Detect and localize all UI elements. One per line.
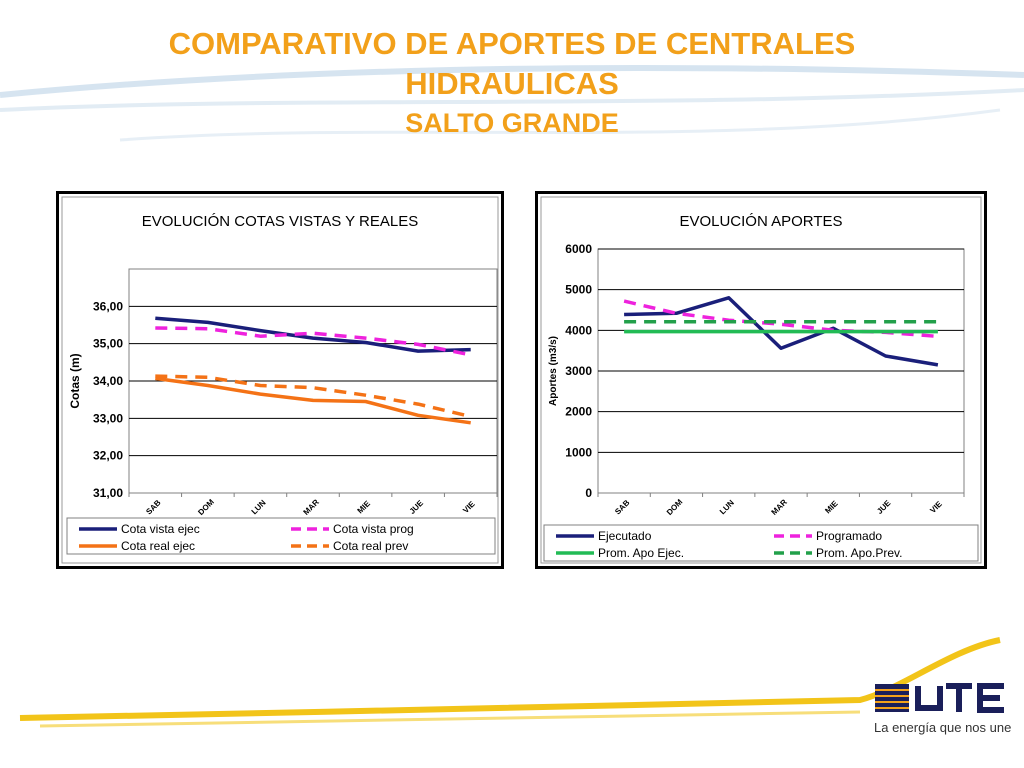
- swoosh-bottom-yellow-2: [39, 710, 861, 728]
- y-tick-label: 4000: [565, 323, 592, 337]
- slide-title-line2: HIDRAULICAS: [405, 66, 619, 101]
- ute-logo: [875, 683, 1004, 713]
- y-tick-label: 31,00: [93, 486, 123, 500]
- slide-title: COMPARATIVO DE APORTES DE CENTRALES: [168, 26, 856, 61]
- legend-label: Prom. Apo.Prev.: [816, 546, 902, 560]
- chart-cotas: EVOLUCIÓN COTAS VISTAS Y REALES 31,00 32,0…: [61, 196, 499, 564]
- y-tick-label: 32,00: [93, 449, 123, 463]
- legend-label: Cota vista ejec: [121, 522, 200, 536]
- y-tick-label: 5000: [565, 283, 592, 297]
- logo-tagline: La energía que nos une: [874, 720, 1012, 735]
- y-tick-label: 0: [585, 486, 592, 500]
- y-tick-label: 2000: [565, 405, 592, 419]
- legend-label: Programado: [816, 529, 882, 543]
- series-line: [155, 316, 471, 353]
- chart-panel-aportes: EVOLUCIÓN APORTES 0 1000 2000 3000 4000 5000 60…: [535, 191, 987, 569]
- legend-label: Cota real ejec: [121, 539, 195, 553]
- legend-label: Cota real prev: [333, 539, 408, 553]
- y-tick-label: 33,00: [93, 411, 123, 425]
- slide-subtitle: SALTO GRANDE: [405, 108, 619, 138]
- chart-title: EVOLUCIÓN APORTES: [679, 213, 842, 230]
- ute-logo-emblem: [875, 684, 909, 712]
- series-line: [155, 374, 472, 419]
- y-tick-label: 3000: [565, 364, 592, 378]
- swoosh-top-3: [119, 108, 1001, 142]
- legend-box: [66, 517, 496, 555]
- series-line: [155, 326, 472, 357]
- chart-panel-cotas: EVOLUCIÓN COTAS VISTAS Y REALES 31,00 32,0…: [56, 191, 504, 569]
- y-axis-title: Aportes (m3/s): [548, 336, 559, 406]
- y-tick-label: 35,00: [93, 337, 123, 351]
- swoosh-top-1: [0, 64, 1024, 98]
- legend-box: [543, 524, 979, 562]
- swoosh-top-2: [0, 88, 1024, 112]
- chart-title: EVOLUCIÓN COTAS VISTAS Y REALES: [142, 213, 418, 230]
- legend-label: Prom. Apo Ejec.: [598, 546, 684, 560]
- legend-label: Cota vista prog: [333, 522, 414, 536]
- y-axis-title: Cotas (m): [68, 353, 82, 408]
- series-line: [624, 296, 939, 367]
- y-tick-label: 36,00: [93, 299, 123, 313]
- y-tick-label: 34,00: [93, 374, 123, 388]
- y-tick-label: 1000: [565, 445, 592, 459]
- y-tick-label: 6000: [565, 242, 592, 256]
- chart-aportes: EVOLUCIÓN APORTES 0 1000 2000 3000 4000 5000 60…: [540, 196, 982, 564]
- swoosh-bottom-yellow: [19, 637, 1001, 721]
- legend-label: Ejecutado: [598, 529, 652, 543]
- ute-logo-wordmark: [915, 683, 1004, 713]
- series-line: [155, 376, 471, 425]
